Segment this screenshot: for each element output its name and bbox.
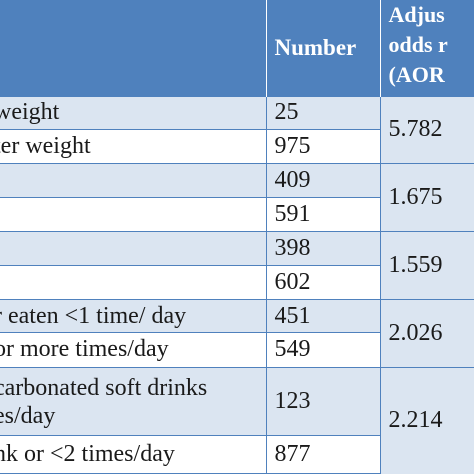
table-header-row: Number Adjus odds r (AOR (0, 0, 474, 97)
number-cell: 25 (266, 95, 381, 130)
number-cell: 409 (266, 163, 381, 198)
aor-header-line-2: odds r (388, 32, 448, 57)
number-cell: 602 (266, 264, 381, 300)
aor-cell: 2.026 (380, 298, 474, 368)
number-cell: 398 (266, 231, 381, 266)
aor-cell: 2.214 (380, 366, 474, 474)
number-cell: 123 (266, 366, 381, 436)
table-row: 398 1.559 (0, 231, 474, 300)
number-cell: 549 (266, 332, 381, 368)
category-cell: or more times/day (0, 332, 267, 368)
category-cell (0, 231, 267, 266)
number-cell: 591 (266, 196, 381, 232)
category-cell (0, 196, 267, 232)
category-cell: ter weight (0, 128, 267, 164)
category-cell: r eaten <1 time/ day (0, 298, 267, 333)
aor-column-header: Adjus odds r (AOR (380, 0, 474, 97)
aor-header-line-1: Adjus (388, 2, 445, 27)
category-text: nk or <2 times/day (0, 441, 175, 468)
category-cell: weight (0, 95, 267, 130)
category-cell: nk or <2 times/day (0, 435, 267, 474)
number-cell: 877 (266, 435, 381, 474)
table-row: ter weight 975 (0, 128, 474, 164)
category-cell: carbonated soft drinks es/day (0, 366, 267, 436)
category-text: or more times/day (0, 336, 169, 363)
table-row: or more times/day 549 (0, 332, 474, 368)
category-cell (0, 163, 267, 198)
table-row: 591 (0, 196, 474, 232)
category-text: carbonated soft drinks es/day (0, 374, 208, 429)
table-row: nk or <2 times/day 877 (0, 435, 474, 474)
number-column-header: Number (266, 0, 381, 97)
aor-cell: 1.559 (380, 231, 474, 300)
category-text: r eaten <1 time/ day (0, 302, 187, 329)
aor-cell: 1.675 (380, 163, 474, 232)
category-column-header (0, 0, 267, 97)
table-row: 602 (0, 264, 474, 300)
aor-header-line-3: (AOR (388, 62, 445, 87)
table-row: weight 25 5.782 (0, 95, 474, 164)
number-cell: 451 (266, 298, 381, 333)
category-text: weight (0, 99, 60, 126)
category-cell (0, 264, 267, 300)
table-row: r eaten <1 time/ day 451 2.026 (0, 298, 474, 368)
category-text: ter weight (0, 133, 91, 160)
table-row: 409 1.675 (0, 163, 474, 232)
aor-cell: 5.782 (380, 95, 474, 164)
number-cell: 975 (266, 128, 381, 164)
table-row: carbonated soft drinks es/day 123 2.214 (0, 366, 474, 474)
